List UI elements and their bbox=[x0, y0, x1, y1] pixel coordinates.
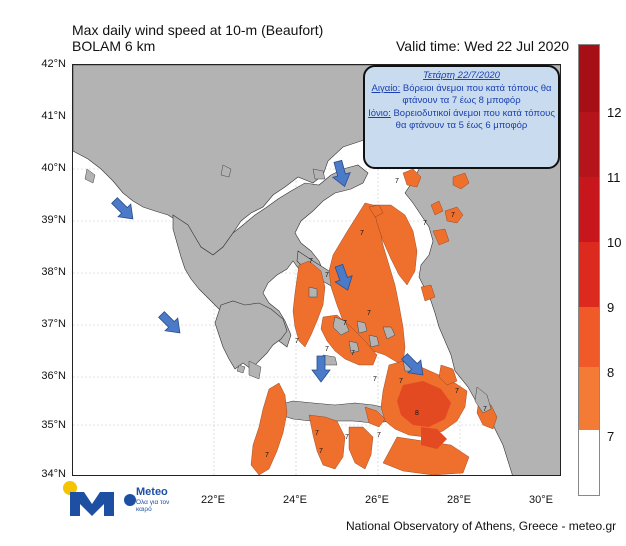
arrow-icon bbox=[311, 355, 331, 383]
colorbar bbox=[578, 44, 600, 496]
value-label: 7 bbox=[483, 406, 487, 413]
colorbar-segment bbox=[579, 45, 599, 112]
aegean-text: Βόρειοι άνεμοι που κατά τόπους θα φτάνου… bbox=[400, 82, 552, 107]
colorbar-label-12: 12 bbox=[607, 105, 622, 120]
colorbar-segment bbox=[579, 177, 599, 242]
lon-label-30: 30°E bbox=[529, 494, 553, 506]
model-label: BOLAM 6 km bbox=[72, 38, 156, 54]
meteo-logo-icon bbox=[63, 481, 136, 516]
footer-credit: National Observatory of Athens, Greece -… bbox=[346, 519, 617, 533]
logo-tagline: Όλα για τον καιρό bbox=[136, 499, 170, 513]
value-label: 7 bbox=[343, 320, 347, 327]
value-label: 7 bbox=[377, 432, 381, 439]
lon-label-22: 22°E bbox=[201, 494, 225, 506]
colorbar-segment bbox=[579, 430, 599, 495]
lat-label-38: 38°N bbox=[41, 266, 66, 278]
aegean-label: Αιγαίο: bbox=[371, 82, 401, 94]
lon-label-26: 26°E bbox=[365, 494, 389, 506]
meteo-logo bbox=[62, 480, 172, 520]
ionian-text: Βορειοδυτικοί άνεμοι που κατά τόπους θα … bbox=[390, 107, 555, 132]
land-anatolia bbox=[404, 111, 560, 475]
colorbar-label-8: 8 bbox=[607, 365, 615, 380]
lon-label-28: 28°E bbox=[447, 494, 471, 506]
value-label: 7 bbox=[395, 178, 399, 185]
annotation-aegean: Αιγαίο: Βόρειοι άνεμοι που κατά τόπους θ… bbox=[365, 83, 558, 108]
arrow-icon bbox=[111, 197, 134, 220]
lat-label-35: 35°N bbox=[41, 419, 66, 431]
value-label: 7 bbox=[367, 310, 371, 317]
value-label: 8 bbox=[415, 410, 419, 417]
value-label: 7 bbox=[455, 388, 459, 395]
value-label: 7 bbox=[451, 212, 455, 219]
colorbar-label-10: 10 bbox=[607, 235, 622, 250]
annotation-ionian: Ιόνιο: Βορειοδυτικοί άνεμοι που κατά τόπ… bbox=[365, 108, 558, 133]
valid-time: Valid time: Wed 22 Jul 2020 bbox=[396, 38, 570, 54]
wind-value-labels: 7 7 7 7 7 7 7 7 7 7 7 7 7 7 7 7 7 8 7 7 … bbox=[265, 178, 487, 459]
colorbar-segment bbox=[579, 367, 599, 430]
arrow-icon bbox=[401, 353, 424, 376]
value-label: 7 bbox=[295, 338, 299, 345]
value-label: 7 bbox=[345, 434, 349, 441]
chart-title: Max daily wind speed at 10-m (Beaufort) bbox=[72, 22, 324, 38]
value-label: 7 bbox=[373, 376, 377, 383]
colorbar-label-9: 9 bbox=[607, 300, 615, 315]
value-label: 7 bbox=[399, 378, 403, 385]
value-label: 7 bbox=[325, 272, 329, 279]
value-label: 7 bbox=[315, 430, 319, 437]
value-label: 7 bbox=[360, 230, 364, 237]
lat-label-36: 36°N bbox=[41, 370, 66, 382]
lon-label-24: 24°E bbox=[283, 494, 307, 506]
value-label: 7 bbox=[319, 448, 323, 455]
arrow-icon bbox=[331, 159, 351, 188]
lat-label-39: 39°N bbox=[41, 214, 66, 226]
value-label: 7 bbox=[423, 220, 427, 227]
wind-arrows bbox=[111, 159, 424, 383]
ionian-label: Ιόνιο: bbox=[368, 107, 391, 119]
value-label: 7 bbox=[351, 350, 355, 357]
arrow-icon bbox=[334, 263, 353, 291]
colorbar-label-7: 7 bbox=[607, 429, 615, 444]
lat-label-41: 41°N bbox=[41, 110, 66, 122]
lat-label-40: 40°N bbox=[41, 162, 66, 174]
forecast-annotation: Τετάρτη 22/7/2020 Αιγαίο: Βόρειοι άνεμοι… bbox=[363, 65, 560, 169]
colorbar-segment bbox=[579, 307, 599, 367]
value-label: 7 bbox=[265, 452, 269, 459]
arrow-icon bbox=[158, 311, 181, 334]
value-label: 7 bbox=[325, 346, 329, 353]
colorbar-segment bbox=[579, 112, 599, 177]
logo-name: Meteo bbox=[136, 486, 168, 498]
colorbar-segment bbox=[579, 242, 599, 307]
colorbar-label-11: 11 bbox=[607, 170, 621, 185]
land-peloponnese bbox=[214, 300, 288, 370]
annotation-date: Τετάρτη 22/7/2020 bbox=[423, 70, 500, 81]
wind-field-level-9 bbox=[397, 381, 451, 449]
lat-label-34: 34°N bbox=[41, 468, 66, 480]
lat-label-42: 42°N bbox=[41, 58, 66, 70]
lat-label-37: 37°N bbox=[41, 318, 66, 330]
value-label: 7 bbox=[309, 258, 313, 265]
